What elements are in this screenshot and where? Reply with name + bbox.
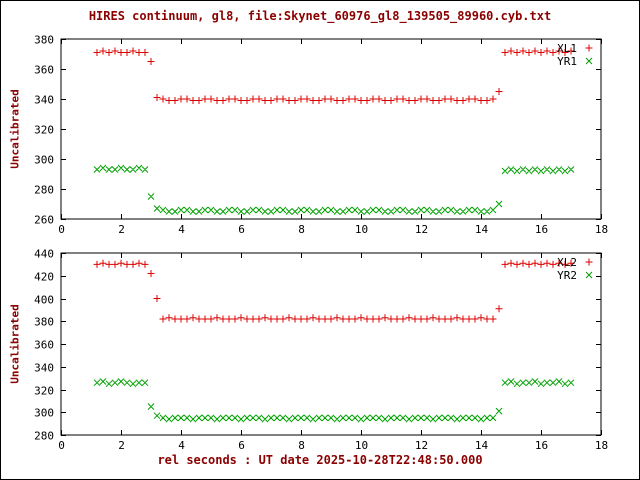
legend-marker-XL2 [585, 258, 593, 266]
tick-label: 16 [535, 439, 548, 452]
tick-label: 16 [535, 223, 548, 236]
axis-ticks [61, 253, 602, 436]
axis-ticks [61, 39, 602, 220]
tick-label: 340 [34, 94, 54, 107]
tick-label: 18 [595, 439, 608, 452]
tick-label: 14 [475, 439, 489, 452]
series-XL2 [93, 259, 575, 323]
chart-title: HIRES continuum, gl8, file:Skynet_60976_… [88, 9, 552, 23]
tick-label: 6 [238, 439, 245, 452]
panel-1: 0 2 4 6 8 10 12 14 16 18 260 280 300 320 340 360 380 XL1Y… [34, 34, 608, 237]
tick-label: 440 [34, 248, 54, 261]
legend-marker-YR2 [585, 271, 593, 279]
tick-label: 12 [415, 439, 428, 452]
legend-label-YR2: YR2 [557, 269, 577, 282]
legend-marker-XL1 [585, 44, 593, 52]
tick-label: 400 [34, 294, 54, 307]
legend-label-XL1: XL1 [557, 42, 577, 55]
tick-label: 320 [34, 385, 54, 398]
series-YR1 [93, 164, 575, 215]
tick-label: 380 [34, 316, 54, 329]
tick-label: 260 [34, 214, 54, 227]
tick-label: 300 [34, 407, 54, 420]
tick-label: 380 [34, 34, 54, 47]
plot-box [60, 38, 602, 220]
tick-label: 4 [178, 223, 185, 236]
plot-box [60, 252, 602, 436]
tick-label: 10 [355, 439, 368, 452]
tick-label: 280 [34, 430, 54, 443]
tick-label: 320 [34, 124, 54, 137]
tick-label: 300 [34, 154, 54, 167]
tick-label: 0 [58, 439, 65, 452]
tick-label: 280 [34, 184, 54, 197]
tick-label: 2 [118, 439, 125, 452]
legend-label-YR1: YR1 [557, 55, 577, 68]
tick-label: 4 [178, 439, 185, 452]
tick-label: 340 [34, 362, 54, 375]
tick-label: 12 [415, 223, 428, 236]
x-axis-label: rel seconds : UT date 2025-10-28T22:48:5… [157, 453, 483, 467]
tick-label: 6 [238, 223, 245, 236]
tick-label: 0 [58, 223, 65, 236]
tick-label: 360 [34, 339, 54, 352]
tick-label: 360 [34, 64, 54, 77]
tick-label: 420 [34, 271, 54, 284]
panel-2: 0 2 4 6 8 10 12 14 16 18 280 300 320 340 360 380 400 420 4… [34, 248, 608, 453]
tick-label: 8 [298, 439, 305, 452]
tick-label: 14 [475, 223, 489, 236]
legend-marker-YR1 [585, 57, 593, 65]
legend-label-XL2: XL2 [557, 256, 577, 269]
tick-label: 8 [298, 223, 305, 236]
tick-label: 18 [595, 223, 608, 236]
tick-label: 10 [355, 223, 368, 236]
series-YR2 [93, 378, 575, 423]
tick-label: 2 [118, 223, 125, 236]
series-XL1 [93, 47, 575, 104]
